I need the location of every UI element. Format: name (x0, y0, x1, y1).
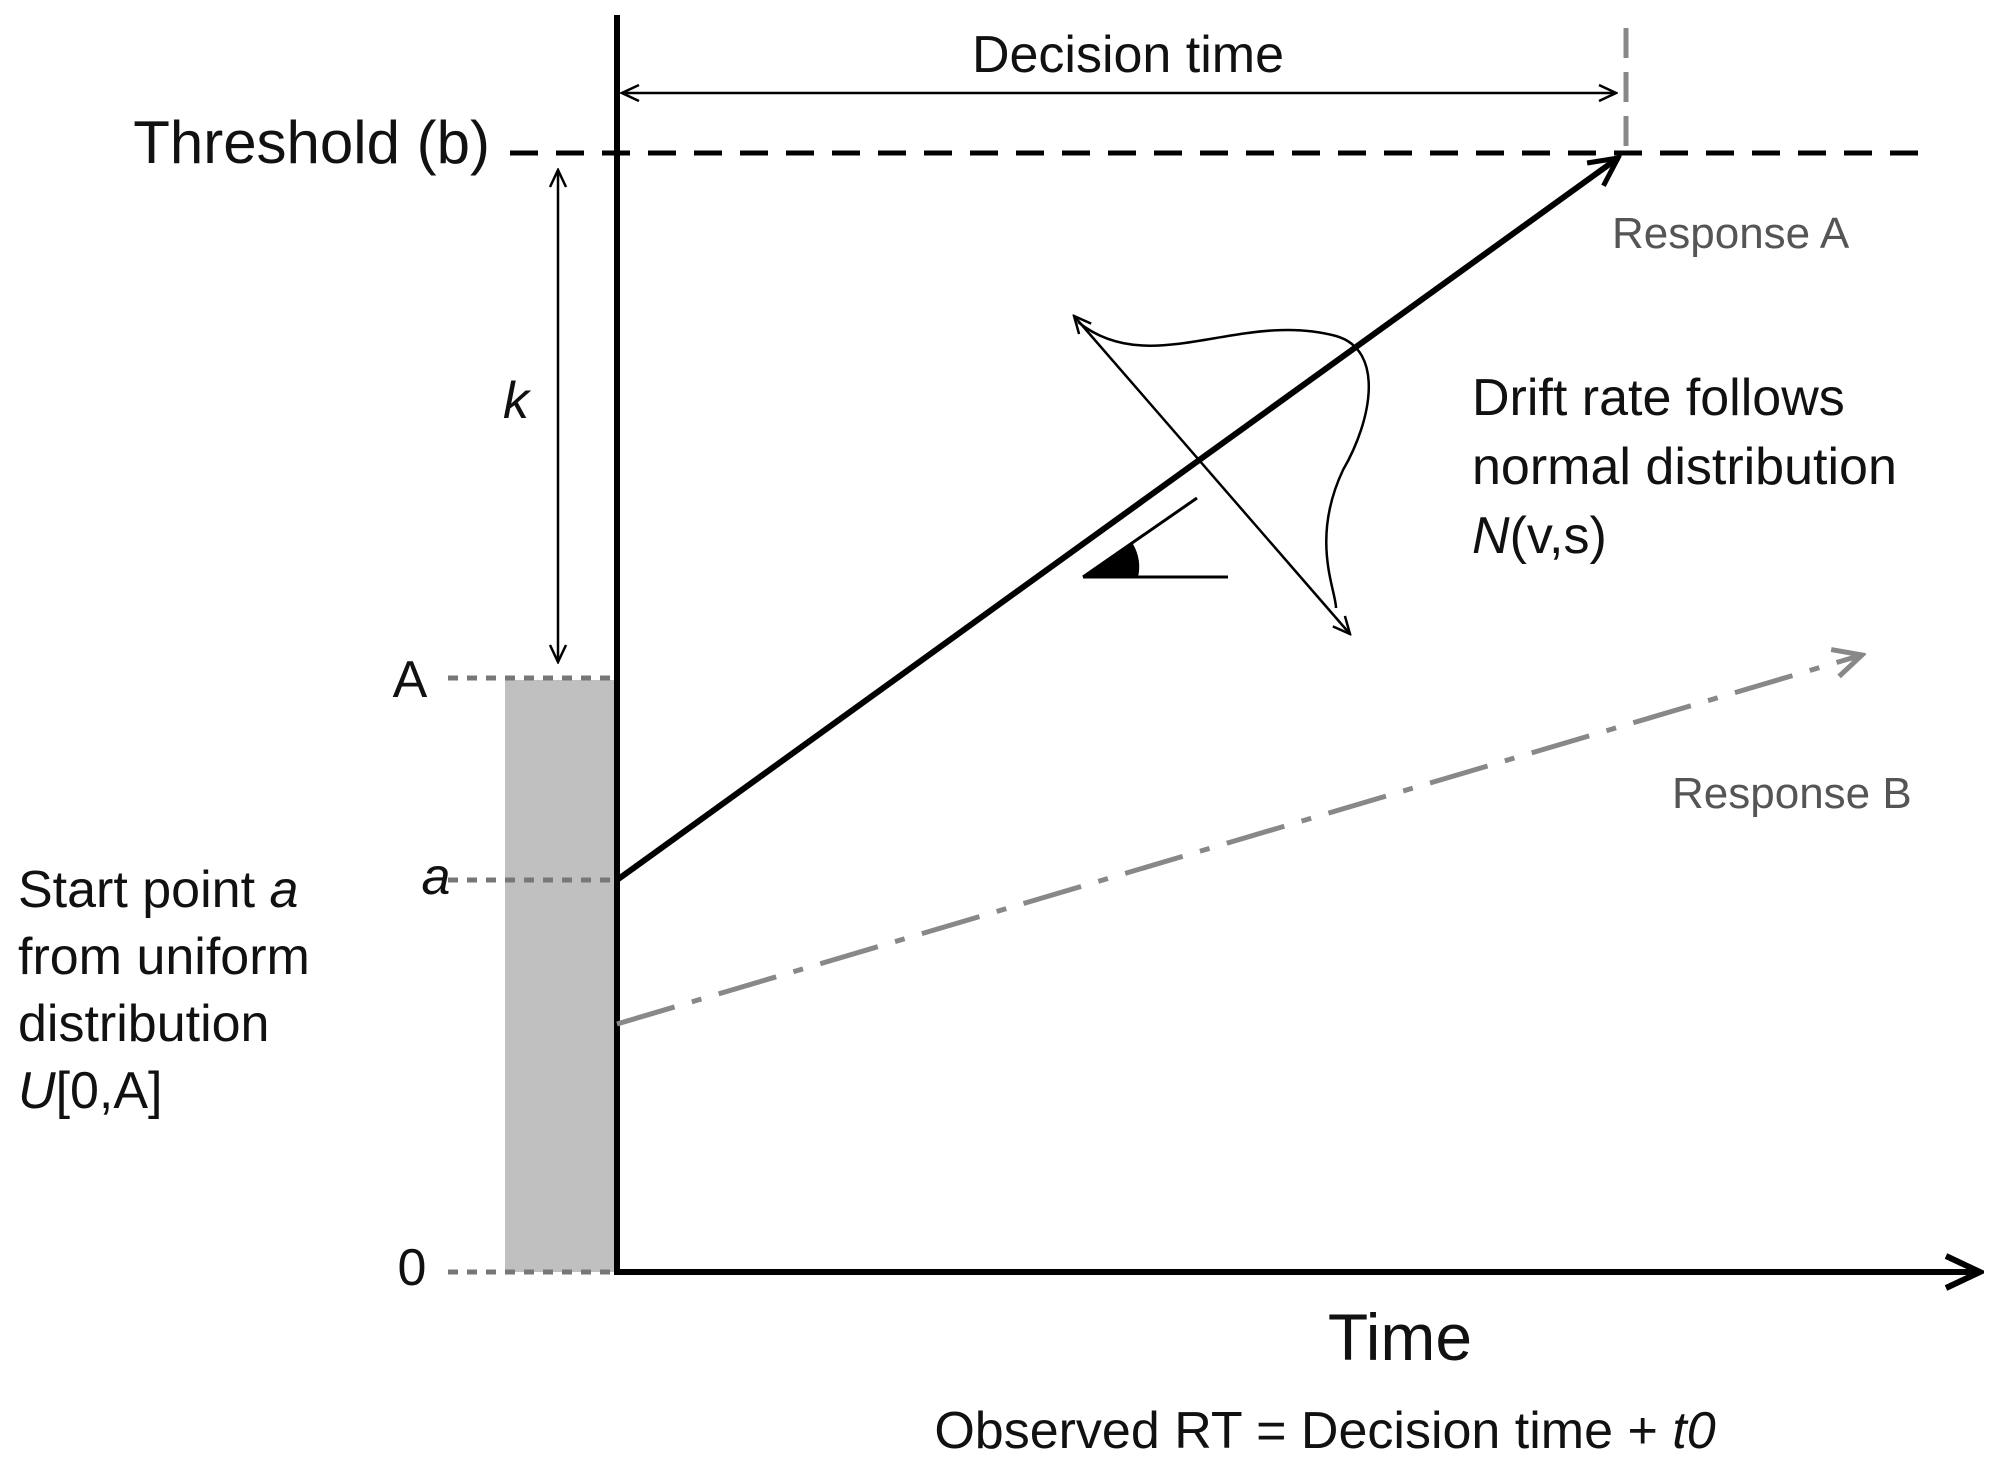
drift-text-line1: Drift rate follows (1472, 369, 1845, 427)
zero-level-label: 0 (398, 1239, 427, 1297)
start-text-line1: Start point a (18, 861, 298, 919)
decision-time-label: Decision time (972, 26, 1284, 84)
a-level-label: a (422, 848, 451, 906)
response-b-accumulator (616, 655, 1862, 1027)
rt-formula: Observed RT = Decision time + t0 (934, 1402, 1715, 1460)
start-text-line2: from uniform (18, 928, 310, 986)
drift-text-line2: normal distribution (1472, 438, 1897, 496)
start-text-line4: U[0,A] (18, 1062, 163, 1120)
response-a-label: Response A (1612, 209, 1850, 258)
time-axis-label: Time (1328, 1300, 1472, 1374)
response-b-label: Response B (1672, 769, 1912, 818)
A-level-label: A (393, 651, 428, 709)
drift-variability-arrow (1074, 316, 1350, 634)
start-point-region (505, 680, 617, 1272)
threshold-label: Threshold (b) (133, 109, 490, 176)
k-label: k (503, 372, 532, 430)
drift-angle-wedge (1083, 544, 1140, 577)
normal-distribution-curve (1077, 321, 1370, 609)
drift-angle-ray (1082, 496, 1198, 579)
start-text-line3: distribution (18, 995, 269, 1053)
drift-text-line3: N(v,s) (1472, 507, 1607, 565)
